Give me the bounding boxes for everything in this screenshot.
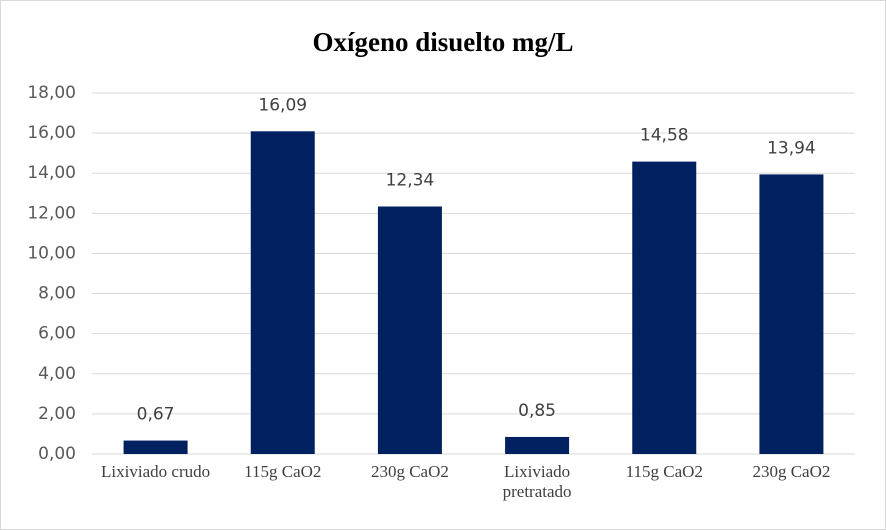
data-label: 12,34: [386, 171, 435, 191]
y-tick-label: 16,00: [27, 123, 76, 143]
y-tick-label: 0,00: [38, 444, 76, 464]
x-tick-label: 115g CaO2: [625, 462, 703, 481]
x-tick-label-box: 230g CaO2: [752, 462, 831, 481]
y-tick-label: 10,00: [27, 243, 76, 263]
x-tick-label-box: 115g CaO2: [244, 462, 322, 481]
x-tick-label-box: 115g CaO2: [625, 462, 703, 481]
x-tick-label: Lixiviado crudo: [101, 462, 211, 481]
x-tick-label: 115g CaO2: [244, 462, 322, 481]
bar: [377, 206, 442, 454]
data-label: 0,85: [518, 401, 556, 421]
data-label: 13,94: [767, 138, 816, 158]
bar: [123, 440, 188, 454]
y-tick-label: 8,00: [38, 284, 76, 304]
y-tick-label: 2,00: [38, 404, 76, 424]
x-tick-label-box: 230g CaO2: [370, 462, 449, 481]
y-tick-label: 4,00: [38, 364, 76, 384]
x-tick-label: Lixiviado pretratado: [502, 462, 572, 501]
bar: [250, 131, 315, 455]
bar: [632, 161, 697, 454]
y-tick-label: 14,00: [27, 163, 76, 183]
chart-title: Oxígeno disuelto mg/L: [312, 27, 573, 57]
bar: [759, 174, 824, 455]
x-tick-label: 230g CaO2: [370, 462, 449, 481]
y-tick-label: 18,00: [27, 83, 76, 103]
x-tick-label-box: Lixiviado crudo: [101, 462, 211, 481]
x-tick-label: 230g CaO2: [752, 462, 831, 481]
data-label: 16,09: [258, 95, 307, 115]
x-tick-label-box: Lixiviado pretratado: [502, 462, 572, 501]
data-label: 14,58: [640, 126, 689, 146]
bar: [505, 436, 570, 454]
y-tick-label: 12,00: [27, 203, 76, 223]
y-tick-label: 6,00: [38, 324, 76, 344]
data-label: 0,67: [137, 405, 175, 425]
